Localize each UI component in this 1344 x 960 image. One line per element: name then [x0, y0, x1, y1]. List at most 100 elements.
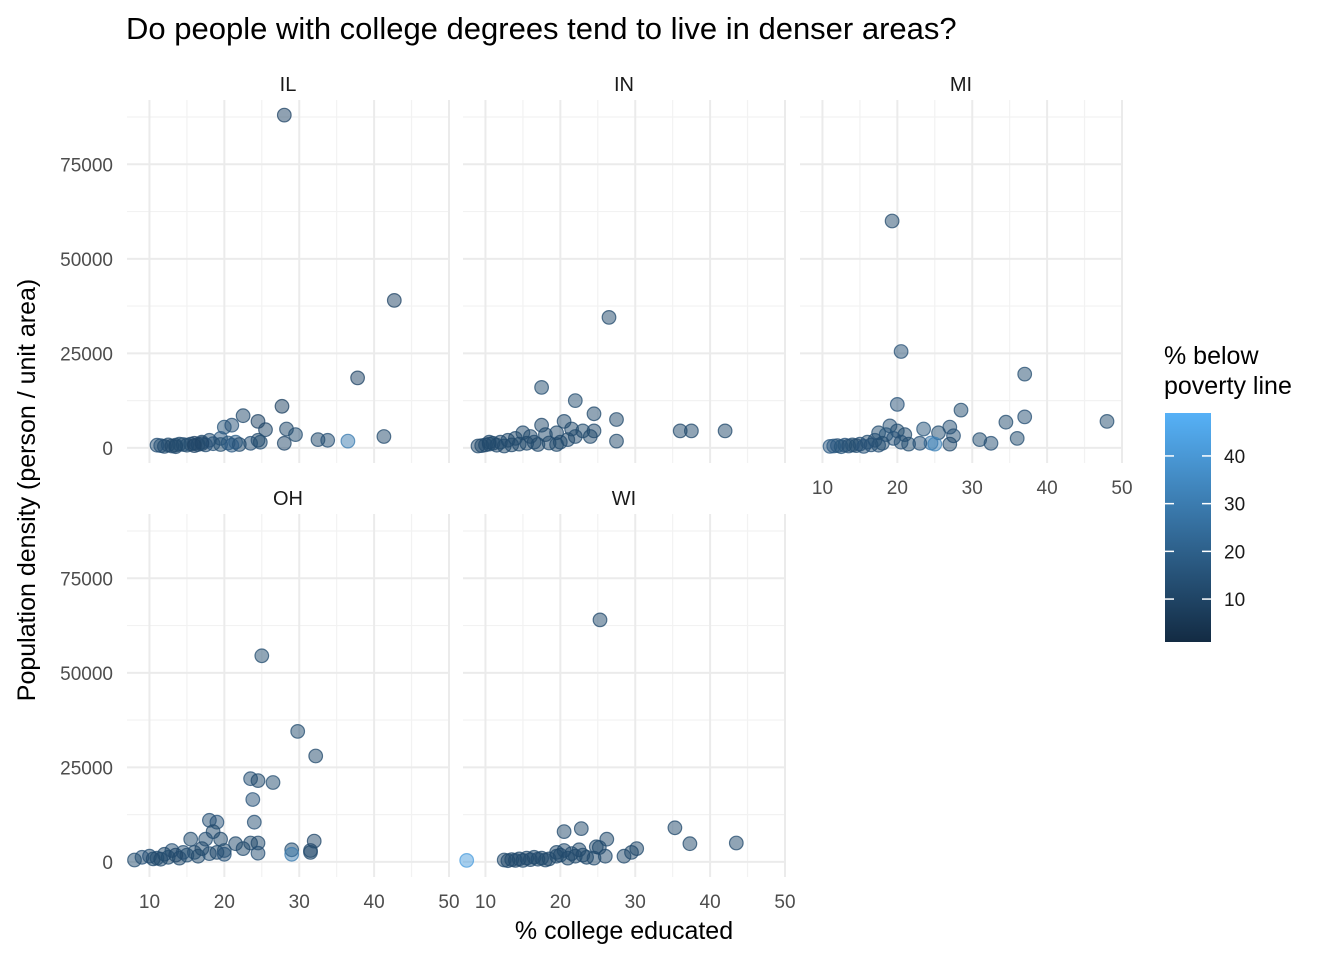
- facet-panel-mi: MI 10 20 30 40 50: [800, 74, 1133, 499]
- data-point: [601, 310, 617, 325]
- data-point: [350, 370, 366, 386]
- data-point: [953, 402, 969, 418]
- x-tick-label: 10: [475, 892, 496, 913]
- x-axis-title: % college educated: [515, 917, 733, 945]
- data-point: [1099, 414, 1115, 429]
- legend-colorbar: [1165, 413, 1211, 642]
- facet-panels: IL 0 25000 50000 75000 IN MI 10 20 30 40 50 OH 10 20 30…: [60, 74, 1132, 913]
- data-point: [340, 433, 356, 449]
- data-point: [265, 775, 281, 790]
- data-point: [893, 344, 909, 359]
- data-point: [1017, 366, 1033, 382]
- y-tick-label: 50000: [60, 250, 113, 271]
- legend-ticks: 10 20 30 40: [1165, 447, 1245, 611]
- data-point: [149, 437, 165, 453]
- y-axis-title: Population density (person / unit area): [13, 279, 41, 701]
- data-point: [573, 821, 589, 836]
- data-point: [308, 748, 324, 764]
- facet-label: OH: [273, 488, 303, 510]
- y-tick-label: 25000: [60, 758, 113, 779]
- y-tick-label: 0: [102, 439, 113, 460]
- chart-title: Do people with college degrees tend to l…: [126, 11, 957, 46]
- data-point: [153, 851, 169, 867]
- data-point: [927, 436, 943, 452]
- x-tick-label: 10: [812, 478, 833, 499]
- data-point: [276, 435, 292, 451]
- data-point: [290, 724, 306, 739]
- legend-tick-label: 40: [1224, 447, 1245, 468]
- x-tick-label: 50: [438, 892, 459, 913]
- data-point: [682, 836, 698, 852]
- data-point: [376, 429, 392, 444]
- data-point: [889, 397, 905, 412]
- facet-panel-in: IN: [463, 74, 786, 463]
- data-point: [556, 824, 572, 839]
- data-point: [916, 421, 931, 437]
- x-tick-label: 50: [1111, 478, 1132, 499]
- data-point: [245, 792, 261, 807]
- data-point: [504, 437, 520, 453]
- data-point: [609, 433, 624, 449]
- data-point: [592, 612, 608, 628]
- facet-panel-wi: WI 10 20 30 40 50: [459, 488, 796, 913]
- data-point: [235, 841, 251, 856]
- data-point: [1009, 431, 1025, 446]
- data-point: [717, 423, 733, 439]
- data-point: [481, 434, 497, 450]
- data-point: [235, 408, 251, 424]
- data-point: [500, 853, 516, 869]
- data-point: [983, 435, 999, 451]
- x-tick-label: 20: [887, 478, 908, 499]
- x-tick-label: 40: [1037, 478, 1058, 499]
- x-tick-label: 30: [625, 892, 646, 913]
- data-point: [254, 648, 270, 664]
- y-tick-label: 75000: [60, 569, 113, 590]
- data-point: [530, 851, 546, 867]
- legend-tick-label: 20: [1224, 542, 1245, 563]
- facet-label: WI: [612, 488, 636, 510]
- data-point: [884, 213, 900, 229]
- data-point: [386, 293, 402, 308]
- facet-label: MI: [950, 74, 972, 96]
- x-tick-label: 30: [962, 478, 983, 499]
- data-point: [250, 773, 266, 788]
- data-point: [288, 427, 303, 443]
- data-point: [672, 423, 688, 439]
- legend-title-line-1: % below: [1164, 342, 1259, 370]
- data-point: [459, 853, 475, 868]
- facet-panel-oh: OH 10 20 30 40 50 0 25000 50000 75000: [60, 488, 459, 913]
- x-tick-label: 20: [214, 892, 235, 913]
- data-point: [942, 436, 958, 452]
- color-legend: % below poverty line 10 20 30 40: [1164, 342, 1292, 642]
- facet-label: IL: [280, 74, 297, 96]
- legend-title-line-2: poverty line: [1164, 372, 1292, 400]
- data-point: [250, 845, 266, 861]
- data-point: [871, 437, 886, 453]
- data-point: [1017, 409, 1033, 425]
- data-point: [728, 835, 744, 851]
- data-point: [856, 439, 872, 454]
- data-point: [515, 853, 531, 868]
- data-point: [597, 848, 613, 864]
- data-point: [224, 417, 240, 433]
- x-tick-label: 20: [550, 892, 571, 913]
- data-point: [667, 820, 683, 836]
- data-point: [575, 847, 591, 863]
- data-point: [303, 845, 318, 860]
- data-point: [276, 107, 292, 123]
- legend-title: % below poverty line: [1164, 342, 1292, 400]
- data-point: [186, 438, 202, 454]
- data-point: [586, 406, 602, 422]
- data-point: [274, 398, 290, 414]
- legend-tick-label: 10: [1224, 590, 1245, 611]
- facet-panel-il: IL 0 25000 50000 75000: [60, 74, 450, 463]
- data-point: [127, 852, 142, 868]
- legend-tick-label: 30: [1224, 495, 1245, 516]
- data-point: [912, 435, 928, 451]
- data-point: [224, 437, 240, 453]
- data-point: [609, 412, 624, 427]
- x-tick-label: 40: [700, 892, 721, 913]
- data-point: [998, 414, 1014, 430]
- data-point: [168, 847, 184, 863]
